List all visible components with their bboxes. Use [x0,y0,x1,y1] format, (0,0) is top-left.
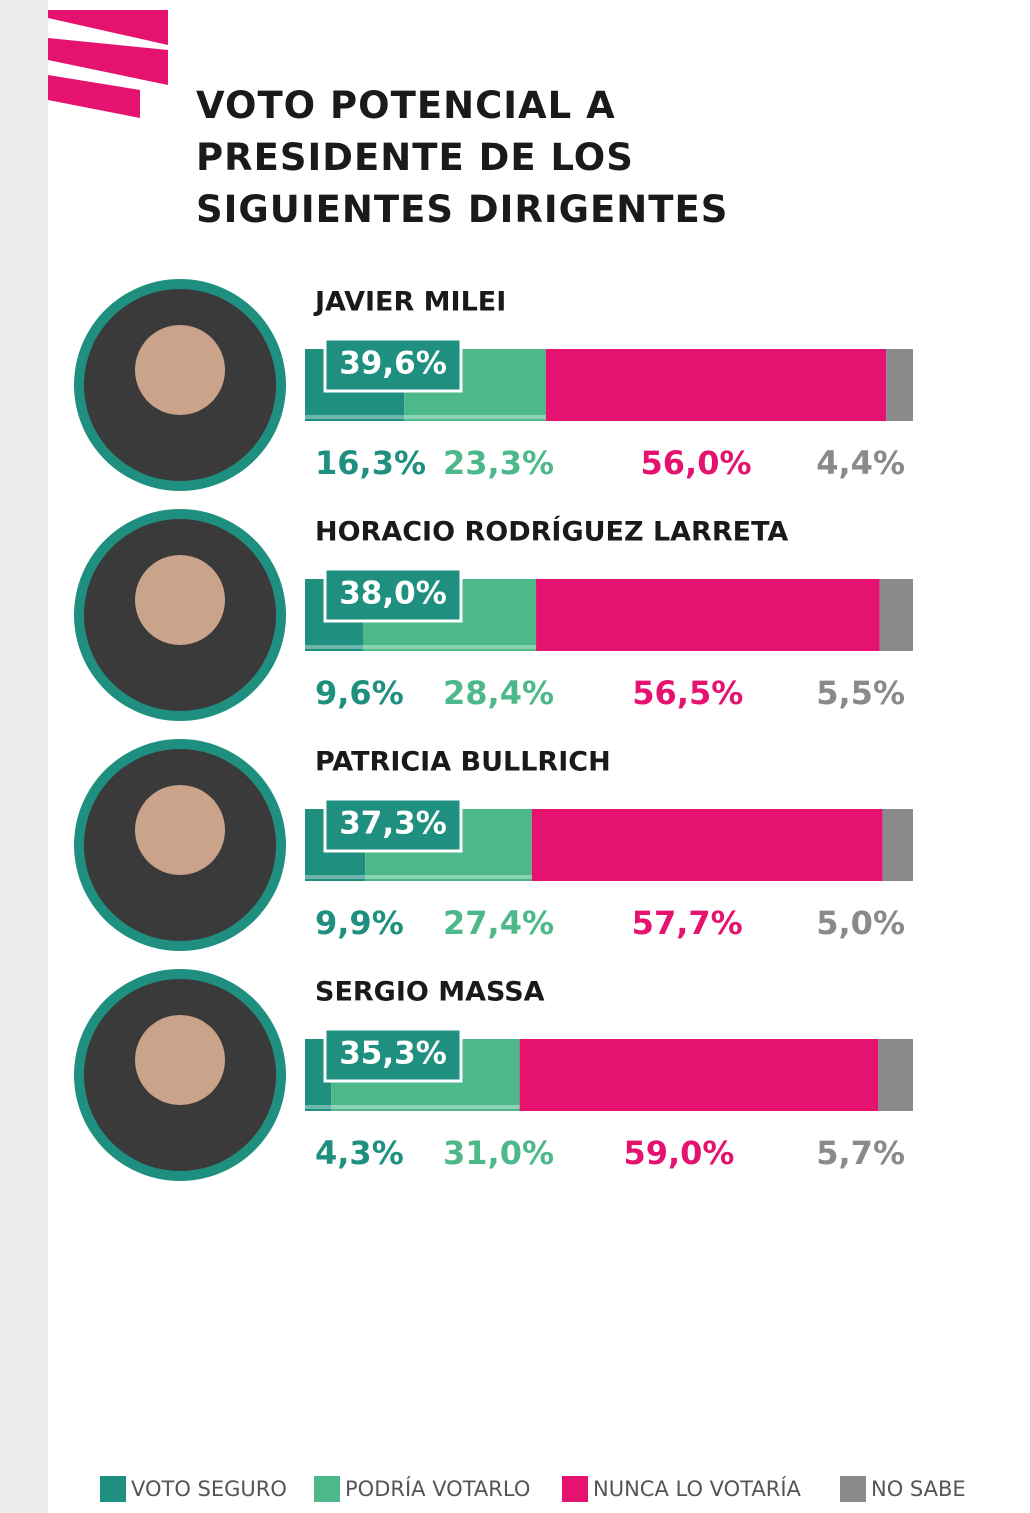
value-label: 5,5% [816,674,905,712]
value-label: 27,4% [443,904,554,942]
bar-segment [519,1039,879,1111]
bar-segment [531,809,883,881]
combined-label: 35,3% [339,1036,447,1072]
combined-label: 38,0% [339,576,447,612]
combined-box [323,1027,463,1083]
portrait-face [135,1015,225,1105]
bar-segment [545,349,887,421]
portrait-face [135,555,225,645]
bar-segment [882,809,913,881]
value-label: 9,6% [315,674,404,712]
legend-swatch [562,1476,588,1502]
logo-stripe [48,38,168,85]
combined-box [323,337,463,393]
portrait-face [135,325,225,415]
category-label: SERGIO MASSA [315,977,545,1008]
combined-span [305,645,537,649]
chart-title: VOTO POTENCIAL A PRESIDENTE DE LOS SIGUI… [196,84,729,231]
bar-segment [536,579,880,651]
combined-span [305,1105,520,1109]
value-label: 57,7% [632,904,743,942]
value-label: 16,3% [315,444,426,482]
portrait-face [135,785,225,875]
logo-stripe [48,10,168,45]
legend-swatch [314,1476,340,1502]
legend-label: NO SABE [871,1477,966,1501]
category-label: HORACIO RODRÍGUEZ LARRETA [315,516,788,548]
value-label: 59,0% [623,1134,734,1172]
side-strip [0,0,48,1513]
value-label: 5,0% [816,904,905,942]
value-label: 5,7% [816,1134,905,1172]
combined-label: 37,3% [339,806,447,842]
legend-swatch [840,1476,866,1502]
combined-span [305,415,546,419]
legend-swatch [100,1476,126,1502]
category-label: PATRICIA BULLRICH [315,747,611,778]
category-label: JAVIER MILEI [313,287,506,318]
legend-label: PODRÍA VOTARLO [345,1476,530,1501]
value-label: 4,4% [816,444,905,482]
bar-segment [878,1039,913,1111]
value-label: 9,9% [315,904,404,942]
value-label: 23,3% [443,444,554,482]
bar-segment [886,349,913,421]
value-label: 56,0% [641,444,752,482]
combined-box [323,797,463,853]
value-label: 28,4% [443,674,554,712]
value-label: 4,3% [315,1134,404,1172]
logo-stripe [48,75,140,118]
legend-label: NUNCA LO VOTARÍA [593,1476,802,1501]
combined-span [305,875,532,879]
bar-segment [879,579,913,651]
combined-label: 39,6% [339,346,447,382]
legend-label: VOTO SEGURO [131,1477,287,1501]
value-label: 56,5% [632,674,743,712]
combined-box [323,567,463,623]
value-label: 31,0% [443,1134,554,1172]
